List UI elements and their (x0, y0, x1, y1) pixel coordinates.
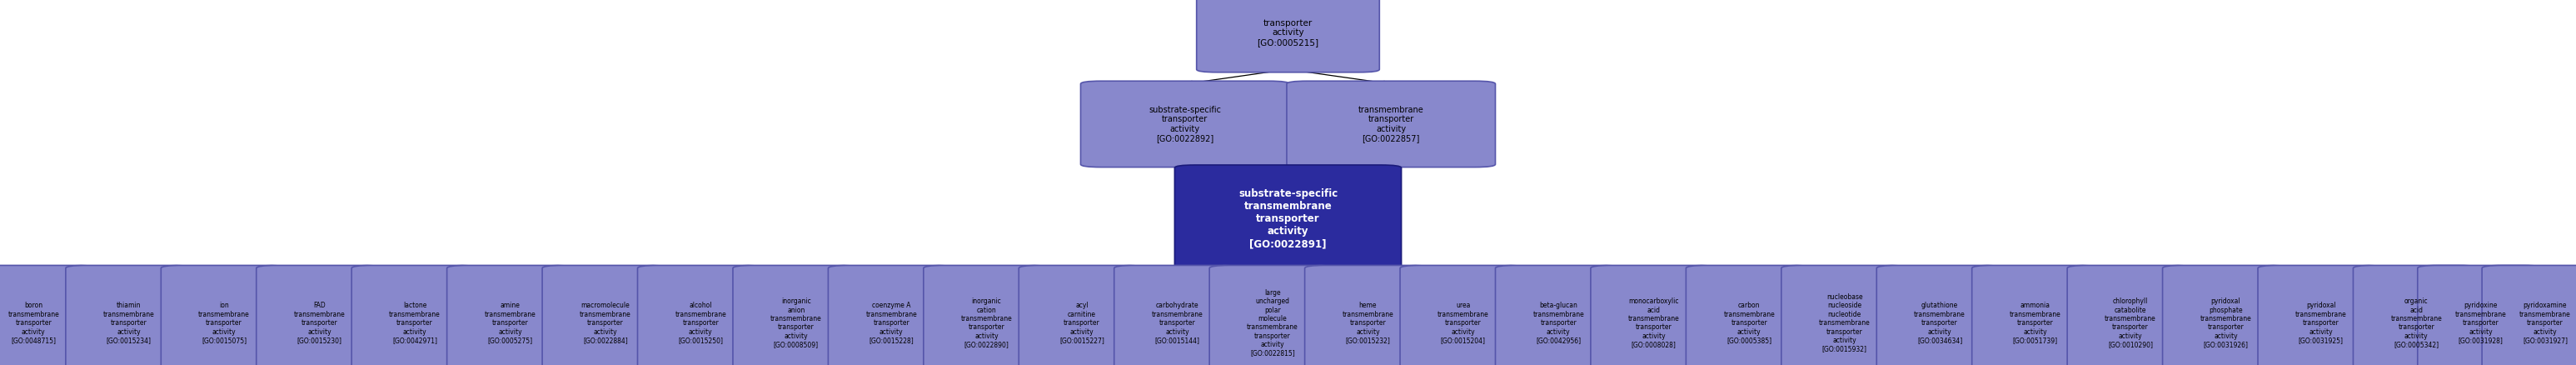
Text: transmembrane
transporter
activity
[GO:0022857]: transmembrane transporter activity [GO:0… (1358, 105, 1425, 143)
FancyBboxPatch shape (1211, 265, 1334, 365)
FancyBboxPatch shape (1875, 265, 2004, 365)
Text: carbohydrate
transmembrane
transporter
activity
[GO:0015144]: carbohydrate transmembrane transporter a… (1151, 302, 1203, 344)
Text: substrate-specific
transporter
activity
[GO:0022892]: substrate-specific transporter activity … (1149, 105, 1221, 143)
FancyBboxPatch shape (639, 265, 762, 365)
FancyBboxPatch shape (160, 265, 286, 365)
Text: pyridoxal
phosphate
transmembrane
transporter
activity
[GO:0031926]: pyridoxal phosphate transmembrane transp… (2200, 297, 2251, 349)
FancyBboxPatch shape (1783, 265, 1906, 365)
FancyBboxPatch shape (2416, 265, 2545, 365)
FancyBboxPatch shape (448, 265, 572, 365)
Text: alcohol
transmembrane
transporter
activity
[GO:0015250]: alcohol transmembrane transporter activi… (675, 302, 726, 344)
Text: coenzyme A
transmembrane
transporter
activity
[GO:0015228]: coenzyme A transmembrane transporter act… (866, 302, 917, 344)
Text: ammonia
transmembrane
transporter
activity
[GO:0051739]: ammonia transmembrane transporter activi… (2009, 302, 2061, 344)
FancyBboxPatch shape (1018, 265, 1144, 365)
Text: pyridoxine
transmembrane
transporter
activity
[GO:0031928]: pyridoxine transmembrane transporter act… (2455, 302, 2506, 344)
Text: urea
transmembrane
transporter
activity
[GO:0015204]: urea transmembrane transporter activity … (1437, 302, 1489, 344)
FancyBboxPatch shape (541, 265, 667, 365)
FancyBboxPatch shape (2483, 265, 2576, 365)
Text: thiamin
transmembrane
transporter
activity
[GO:0015234]: thiamin transmembrane transporter activi… (103, 302, 155, 344)
Text: lactone
transmembrane
transporter
activity
[GO:0042971]: lactone transmembrane transporter activi… (389, 302, 440, 344)
Text: FAD
transmembrane
transporter
activity
[GO:0015230]: FAD transmembrane transporter activity [… (294, 302, 345, 344)
Text: nucleobase
nucleoside
nucleotide
transmembrane
transporter
activity
[GO:0015932]: nucleobase nucleoside nucleotide transme… (1819, 293, 1870, 353)
Text: large
uncharged
polar
molecule
transmembrane
transporter
activity
[GO:0022815]: large uncharged polar molecule transmemb… (1247, 289, 1298, 357)
FancyBboxPatch shape (1973, 265, 2099, 365)
FancyBboxPatch shape (925, 265, 1051, 365)
Text: macromolecule
transmembrane
transporter
activity
[GO:0022884]: macromolecule transmembrane transporter … (580, 302, 631, 344)
Text: glutathione
transmembrane
transporter
activity
[GO:0034634]: glutathione transmembrane transporter ac… (1914, 302, 1965, 344)
Text: monocarboxylic
acid
transmembrane
transporter
activity
[GO:0008028]: monocarboxylic acid transmembrane transp… (1628, 297, 1680, 349)
Text: substrate-specific
transmembrane
transporter
activity
[GO:0022891]: substrate-specific transmembrane transpo… (1239, 189, 1337, 249)
FancyBboxPatch shape (1082, 81, 1291, 167)
Text: carbon
transmembrane
transporter
activity
[GO:0005385]: carbon transmembrane transporter activit… (1723, 302, 1775, 344)
FancyBboxPatch shape (734, 265, 860, 365)
FancyBboxPatch shape (350, 265, 479, 365)
Text: transporter
activity
[GO:0005215]: transporter activity [GO:0005215] (1257, 19, 1319, 47)
FancyBboxPatch shape (1115, 265, 1242, 365)
FancyBboxPatch shape (2354, 265, 2481, 365)
FancyBboxPatch shape (1195, 0, 1381, 72)
FancyBboxPatch shape (1592, 265, 1718, 365)
FancyBboxPatch shape (2164, 265, 2290, 365)
Text: beta-glucan
transmembrane
transporter
activity
[GO:0042956]: beta-glucan transmembrane transporter ac… (1533, 302, 1584, 344)
Text: heme
transmembrane
transporter
activity
[GO:0015232]: heme transmembrane transporter activity … (1342, 302, 1394, 344)
FancyBboxPatch shape (2259, 265, 2385, 365)
Text: amine
transmembrane
transporter
activity
[GO:0005275]: amine transmembrane transporter activity… (484, 302, 536, 344)
FancyBboxPatch shape (67, 265, 193, 365)
Text: pyridoxamine
transmembrane
transporter
activity
[GO:0031927]: pyridoxamine transmembrane transporter a… (2519, 302, 2571, 344)
Text: pyridoxal
transmembrane
transporter
activity
[GO:0031925]: pyridoxal transmembrane transporter acti… (2295, 302, 2347, 344)
FancyBboxPatch shape (1494, 265, 1623, 365)
FancyBboxPatch shape (2069, 265, 2195, 365)
Text: ion
transmembrane
transporter
activity
[GO:0015075]: ion transmembrane transporter activity [… (198, 302, 250, 344)
FancyBboxPatch shape (1175, 165, 1401, 273)
FancyBboxPatch shape (258, 265, 384, 365)
Text: organic
acid
transmembrane
transporter
activity
[GO:0005342]: organic acid transmembrane transporter a… (2391, 297, 2442, 349)
Text: chlorophyll
catabolite
transmembrane
transporter
activity
[GO:0010290]: chlorophyll catabolite transmembrane tra… (2105, 297, 2156, 349)
FancyBboxPatch shape (0, 265, 98, 365)
FancyBboxPatch shape (1288, 81, 1494, 167)
FancyBboxPatch shape (1306, 265, 1432, 365)
FancyBboxPatch shape (829, 265, 953, 365)
FancyBboxPatch shape (1687, 265, 1814, 365)
FancyBboxPatch shape (1401, 265, 1528, 365)
Text: acyl
carnitine
transporter
activity
[GO:0015227]: acyl carnitine transporter activity [GO:… (1059, 302, 1105, 344)
Text: boron
transmembrane
transporter
activity
[GO:0048715]: boron transmembrane transporter activity… (8, 302, 59, 344)
Text: inorganic
cation
transmembrane
transporter
activity
[GO:0022890]: inorganic cation transmembrane transport… (961, 297, 1012, 349)
Text: inorganic
anion
transmembrane
transporter
activity
[GO:0008509]: inorganic anion transmembrane transporte… (770, 297, 822, 349)
